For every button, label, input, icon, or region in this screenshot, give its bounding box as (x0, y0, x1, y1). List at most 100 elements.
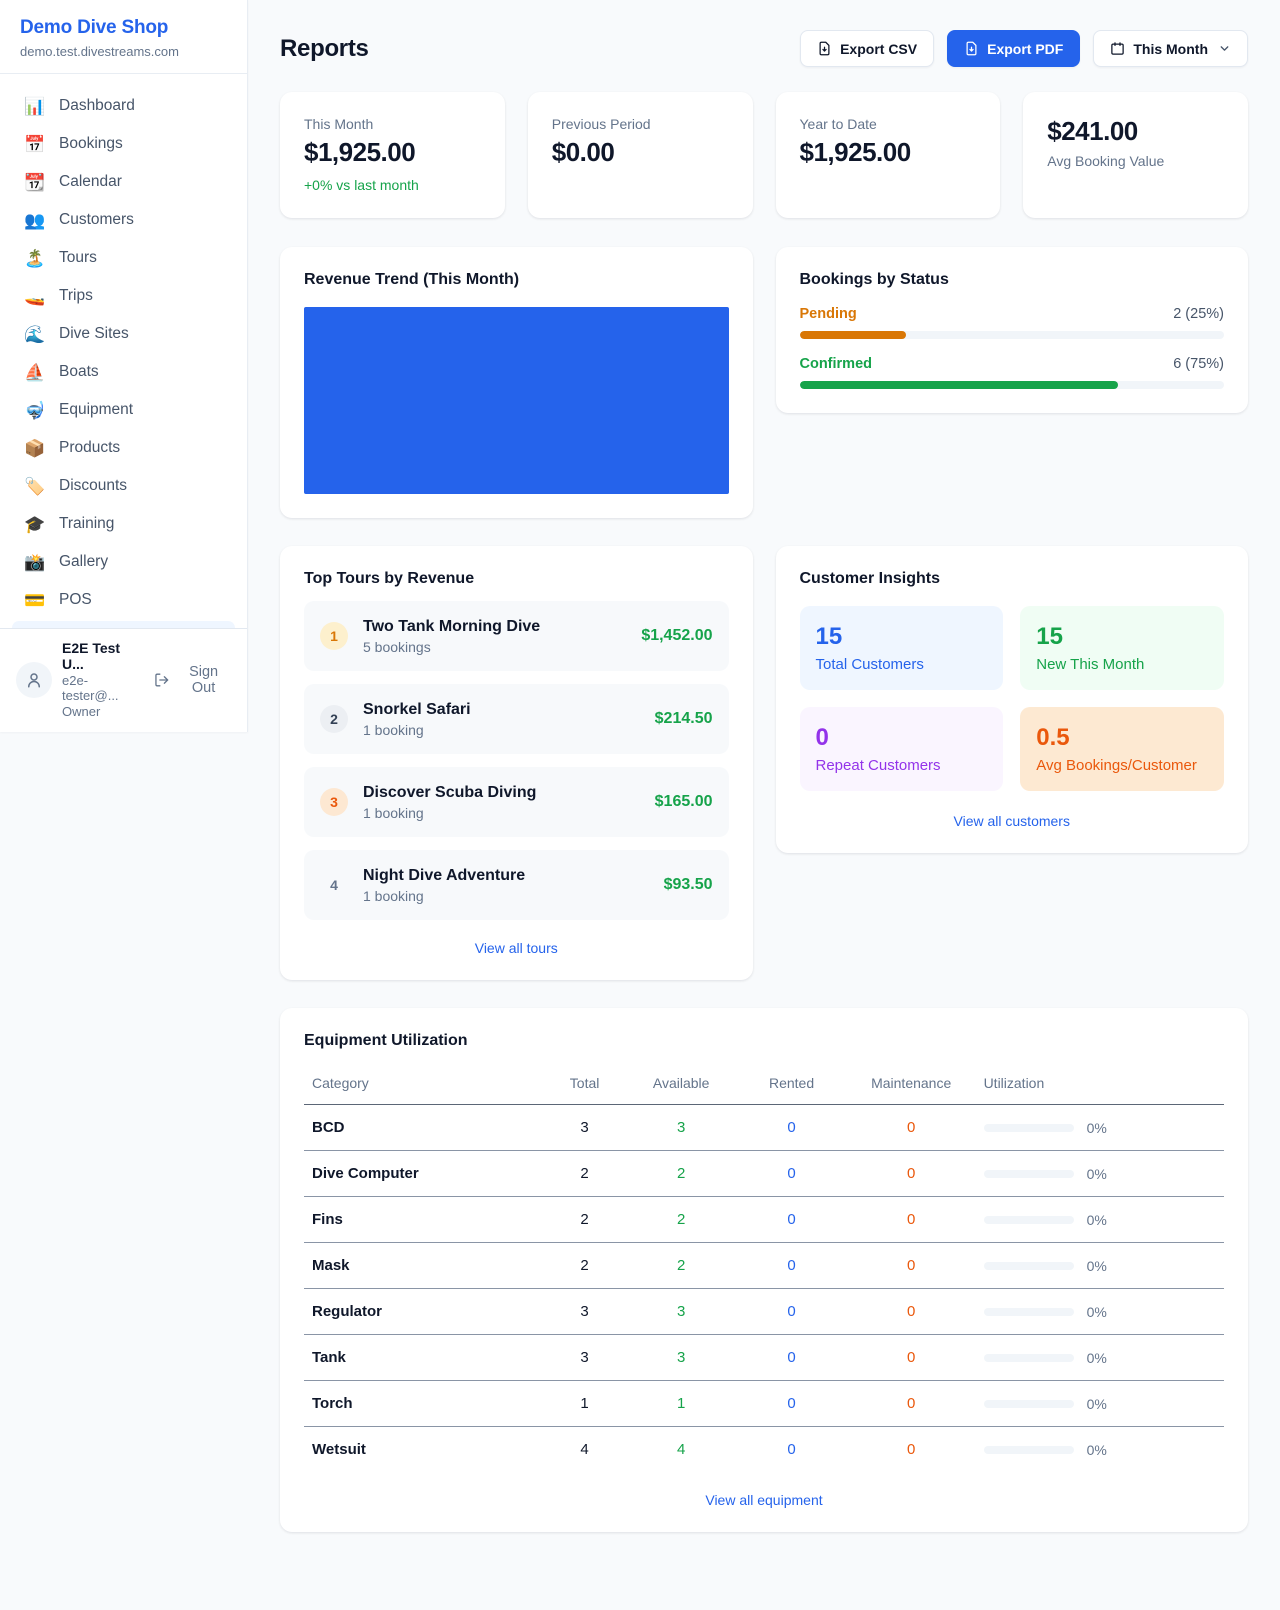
user-info: E2E Test U... e2e-tester@... Owner (62, 640, 144, 719)
stat-card-avg-booking-value: $241.00 Avg Booking Value (1023, 92, 1248, 218)
equipment-category: Torch (304, 1380, 544, 1427)
equipment-category: Tank (304, 1334, 544, 1381)
rank-badge: 3 (320, 788, 348, 816)
revenue-trend-card: Revenue Trend (This Month) (280, 247, 753, 518)
view-all-tours-link[interactable]: View all tours (474, 940, 558, 956)
table-row: Regulator 3 3 0 0 0% (304, 1288, 1224, 1335)
header-actions: Export CSV Export PDF This Month (800, 30, 1248, 67)
brand-domain: demo.test.divestreams.com (20, 44, 179, 59)
equipment-maintenance: 0 (846, 1288, 976, 1335)
tear-off-calendar-icon: 📆 (24, 172, 46, 192)
utilization-percent: 0% (1086, 1303, 1107, 1320)
bookings-by-status-title: Bookings by Status (799, 271, 949, 288)
utilization-track (983, 1261, 1074, 1270)
tour-bookings: 5 bookings (363, 638, 431, 655)
sign-out-button[interactable]: Sign Out (154, 664, 231, 696)
package-icon: 📦 (24, 438, 46, 458)
sidebar-item-products[interactable]: 📦 Products (12, 429, 235, 467)
file-download-icon (819, 41, 830, 56)
brand-name: Demo Dive Shop (20, 17, 169, 38)
equipment-maintenance: 0 (846, 1150, 976, 1197)
top-tours-title: Top Tours by Revenue (304, 570, 475, 587)
status-row-confirmed: Confirmed 6 (75%) (799, 356, 1224, 389)
equipment-category: Regulator (304, 1288, 544, 1335)
speedboat-icon: 🚤 (24, 286, 46, 306)
sidebar-item-customers[interactable]: 👥 Customers (12, 201, 235, 239)
sidebar-item-training[interactable]: 🎓 Training (12, 505, 235, 543)
equipment-available: 2 (625, 1242, 737, 1289)
sidebar-item-dive-sites[interactable]: 🌊 Dive Sites (12, 315, 235, 353)
user-name: E2E Test U... (62, 640, 121, 672)
sidebar-item-bookings[interactable]: 📅 Bookings (12, 125, 235, 163)
col-utilization: Utilization (975, 1064, 1224, 1105)
wave-icon: 🌊 (24, 324, 46, 344)
equipment-available: 2 (625, 1150, 737, 1197)
equipment-maintenance: 0 (906, 1441, 916, 1458)
stat-label: This Month (304, 116, 374, 132)
utilization-cell: 0% (983, 1120, 1216, 1136)
insight-tile-total-customers: 15 Total Customers (799, 606, 1004, 690)
utilization-cell: 0% (983, 1442, 1216, 1458)
status-row-pending: Pending 2 (25%) (799, 306, 1224, 339)
tour-row: 4 Night Dive Adventure 1 booking $93.50 (304, 850, 729, 920)
col-rented: Rented (736, 1064, 847, 1105)
tag-icon: 🏷️ (24, 476, 46, 496)
sidebar-item-label: Customers (59, 211, 134, 228)
utilization-track (983, 1353, 1074, 1362)
equipment-table-header: Category Total Available Rented Maintena… (304, 1064, 1224, 1105)
utilization-cell: 0% (983, 1350, 1216, 1366)
app-layout: Demo Dive Shop demo.test.divestreams.com… (0, 0, 1248, 1508)
revenue-trend-bar (304, 307, 729, 494)
credit-card-icon: 💳 (24, 590, 46, 610)
utilization-cell: 0% (983, 1166, 1216, 1182)
sidebar-item-pos[interactable]: 💳 POS (12, 581, 235, 619)
sidebar-header: Demo Dive Shop demo.test.divestreams.com (0, 0, 247, 74)
utilization-track (983, 1169, 1074, 1178)
insight-tiles: 15 Total Customers 15 New This Month 0 R… (799, 606, 1224, 791)
stat-label: Avg Booking Value (1047, 153, 1165, 169)
period-dropdown[interactable]: This Month (1093, 30, 1248, 67)
status-count: 2 (25%) (1173, 306, 1224, 322)
sidebar-item-boats[interactable]: ⛵ Boats (12, 353, 235, 391)
sailboat-icon: ⛵ (24, 362, 46, 382)
export-csv-button[interactable]: Export CSV (800, 30, 935, 67)
chevron-down-icon (1220, 46, 1229, 51)
insight-label: Total Customers (815, 656, 924, 673)
sidebar-item-label: Tours (59, 249, 97, 266)
tour-revenue: $165.00 (654, 793, 713, 810)
insight-tile-avg-bookings: 0.5 Avg Bookings/Customer (1020, 707, 1224, 791)
tour-bookings: 1 booking (363, 721, 424, 738)
equipment-available: 3 (625, 1104, 737, 1151)
insight-value: 0.5 (1036, 724, 1070, 751)
view-all-equipment-link[interactable]: View all equipment (705, 1492, 823, 1508)
insight-value: 15 (1036, 623, 1063, 650)
stat-card-this-month: This Month $1,925.00 +0% vs last month (280, 92, 505, 218)
bookings-by-status-card: Bookings by Status Pending 2 (25%) Confi… (775, 247, 1248, 413)
equipment-available: 3 (625, 1288, 737, 1335)
revenue-trend-title: Revenue Trend (This Month) (304, 271, 520, 288)
file-download-icon (966, 41, 977, 56)
rank-badge: 2 (320, 705, 348, 733)
sidebar-item-equipment[interactable]: 🤿 Equipment (12, 391, 235, 429)
sidebar-item-tours[interactable]: 🏝️ Tours (12, 239, 235, 277)
col-maintenance: Maintenance (846, 1064, 976, 1105)
utilization-percent: 0% (1086, 1395, 1107, 1412)
equipment-total: 3 (543, 1334, 626, 1381)
view-all-customers-link[interactable]: View all customers (953, 813, 1070, 829)
equipment-maintenance: 0 (846, 1104, 976, 1151)
sidebar-item-reports-active-partial[interactable] (12, 621, 235, 628)
sidebar-item-discounts[interactable]: 🏷️ Discounts (12, 467, 235, 505)
equipment-total: 3 (543, 1104, 626, 1151)
sidebar-item-dashboard[interactable]: 📊 Dashboard (12, 87, 235, 125)
equipment-maintenance: 0 (846, 1380, 976, 1427)
page-header: Reports Export CSV Export PDF This Month (280, 30, 1248, 67)
insight-tile-new-this-month: 15 New This Month (1020, 606, 1224, 690)
equipment-category: BCD (304, 1104, 544, 1151)
sidebar-item-calendar[interactable]: 📆 Calendar (12, 163, 235, 201)
export-csv-label: Export CSV (840, 40, 918, 57)
table-row: Fins 2 2 0 0 0% (304, 1196, 1224, 1243)
equipment-total: 3 (543, 1288, 626, 1335)
export-pdf-button[interactable]: Export PDF (947, 30, 1081, 67)
sidebar-item-trips[interactable]: 🚤 Trips (12, 277, 235, 315)
sidebar-item-gallery[interactable]: 📸 Gallery (12, 543, 235, 581)
